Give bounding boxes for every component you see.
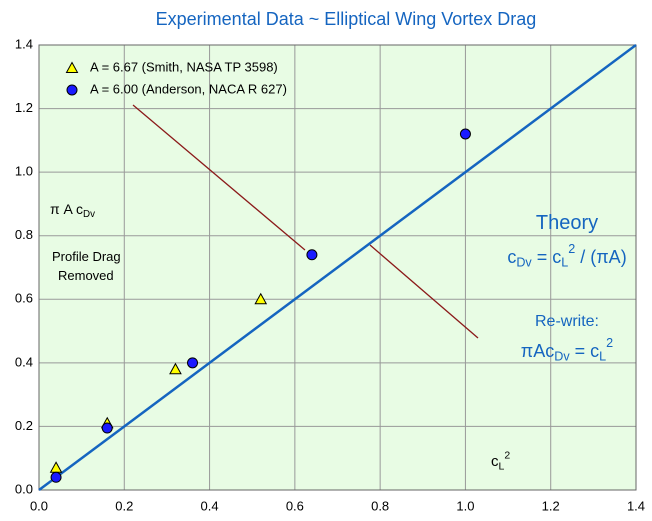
circle-marker	[101, 422, 113, 434]
x-tick-label: 0.8	[371, 498, 389, 513]
x-tick-label: 0.4	[201, 498, 219, 513]
annotation-part: c	[491, 453, 499, 470]
y-tick-label: 0.0	[15, 481, 33, 496]
y-tick-label: 0.6	[15, 291, 33, 306]
legend-label: A = 6.00 (Anderson, NACA R 627)	[90, 81, 287, 96]
annotation-part: π A c	[50, 201, 83, 217]
y-tick-label: 0.8	[15, 227, 33, 242]
legend-label: A = 6.67 (Smith, NASA TP 3598)	[90, 59, 278, 74]
annotation-part: L	[561, 256, 568, 270]
annotation: π A cDv	[50, 201, 95, 220]
plot-border	[38, 44, 637, 491]
x-tick-label: 1.4	[627, 498, 645, 513]
annotation: Profile Drag	[52, 249, 121, 264]
annotation: Theory	[536, 212, 598, 234]
annotation-part: Dv	[554, 350, 570, 364]
annotation-part: Removed	[58, 268, 114, 283]
annotation: cL2	[491, 449, 510, 472]
pointer-line	[369, 244, 479, 339]
annotation-part: Dv	[83, 209, 95, 220]
annotation: cDv = cL2 / (πA)	[507, 242, 626, 270]
circle-marker	[50, 471, 62, 483]
x-tick-label: 1.2	[542, 498, 560, 513]
annotation: Re-write:	[535, 313, 599, 330]
annotation-part: Theory	[536, 212, 598, 234]
y-tick-label: 1.2	[15, 100, 33, 115]
annotation-part: = c	[532, 247, 562, 267]
circle-marker	[459, 128, 471, 140]
y-tick-label: 0.4	[15, 354, 33, 369]
annotation-part: Dv	[516, 256, 532, 270]
pointer-line	[132, 104, 306, 251]
chart-title: Experimental Data ~ Elliptical Wing Vort…	[156, 9, 537, 29]
annotation-part: Profile Drag	[52, 249, 121, 264]
theory-line	[38, 43, 637, 492]
circle-marker	[66, 84, 78, 96]
triangle-marker	[254, 292, 268, 305]
annotation-part: 2	[568, 242, 575, 256]
annotation-part: 2	[504, 449, 510, 461]
annotation: πAcDv = cL2	[521, 336, 613, 364]
annotation-part: / (πA)	[575, 247, 626, 267]
y-tick-label: 1.4	[15, 36, 33, 51]
annotation: Removed	[58, 268, 114, 283]
annotation-part: πAc	[521, 341, 554, 361]
triangle-marker	[65, 61, 79, 73]
x-tick-label: 0.2	[115, 498, 133, 513]
x-tick-label: 0.0	[30, 498, 48, 513]
circle-marker	[306, 249, 318, 261]
annotation-part: 2	[606, 336, 613, 350]
x-tick-label: 1.0	[456, 498, 474, 513]
circle-marker	[187, 357, 199, 369]
annotation-part: L	[499, 460, 505, 472]
y-tick-label: 0.2	[15, 418, 33, 433]
x-tick-label: 0.6	[286, 498, 304, 513]
grid	[38, 44, 637, 491]
y-tick-label: 1.0	[15, 164, 33, 179]
annotation-part: = c	[570, 341, 600, 361]
annotation-part: c	[507, 247, 516, 267]
annotation-part: Re-write:	[535, 313, 599, 330]
annotation-part: L	[599, 350, 606, 364]
triangle-marker	[169, 362, 182, 375]
